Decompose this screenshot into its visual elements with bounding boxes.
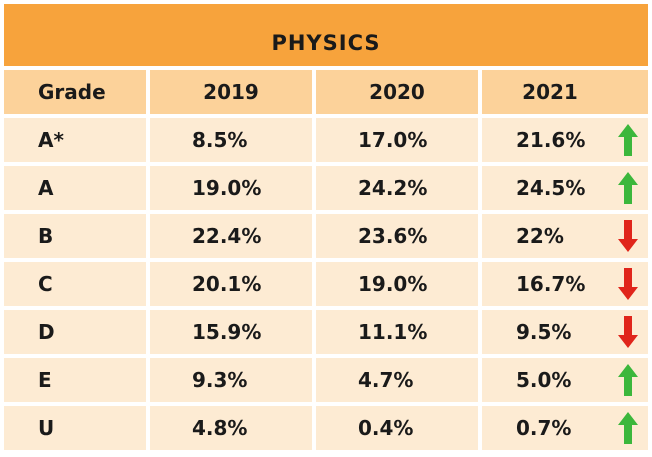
value-2020-cell-text: 0.4% xyxy=(358,416,414,440)
value-2020-cell-text: 24.2% xyxy=(358,176,428,200)
arrow-down-icon xyxy=(618,316,638,348)
arrow-down-icon xyxy=(618,220,638,252)
value-2021-cell: 22% xyxy=(482,214,648,258)
header-2020: 2020 xyxy=(316,70,478,114)
table-row: A 19.0% 24.2% 24.5% xyxy=(4,166,648,210)
value-2019-cell-text: 22.4% xyxy=(192,224,262,248)
grade-cell-text: U xyxy=(38,416,55,440)
value-2020-cell-text: 19.0% xyxy=(358,272,428,296)
arrow-up-icon xyxy=(618,124,638,156)
grade-cell-text: A xyxy=(38,176,54,200)
arrow-up-icon xyxy=(618,412,638,444)
value-2021-cell: 0.7% xyxy=(482,406,648,450)
value-2019-cell-text: 8.5% xyxy=(192,128,248,152)
value-2020-cell-text: 11.1% xyxy=(358,320,428,344)
header-2021: 2021 xyxy=(482,70,648,114)
value-2019-cell: 20.1% xyxy=(150,262,312,306)
table-row: D 15.9% 11.1% 9.5% xyxy=(4,310,648,354)
value-2021-cell-text: 9.5% xyxy=(516,320,572,344)
value-2019-cell: 19.0% xyxy=(150,166,312,210)
value-2019-cell-text: 20.1% xyxy=(192,272,262,296)
value-2020-cell-text: 17.0% xyxy=(358,128,428,152)
grade-cell: A* xyxy=(4,118,146,162)
grade-cell-text: C xyxy=(38,272,53,296)
value-2019-cell-text: 9.3% xyxy=(192,368,248,392)
value-2021-cell-text: 24.5% xyxy=(516,176,586,200)
value-2020-cell: 19.0% xyxy=(316,262,478,306)
value-2019-cell-text: 19.0% xyxy=(192,176,262,200)
grade-cell: A xyxy=(4,166,146,210)
grade-cell: D xyxy=(4,310,146,354)
value-2019-cell: 15.9% xyxy=(150,310,312,354)
arrow-up-icon xyxy=(618,364,638,396)
value-2021-cell: 24.5% xyxy=(482,166,648,210)
grade-cell-text: E xyxy=(38,368,52,392)
value-2019-cell-text: 4.8% xyxy=(192,416,248,440)
value-2021-cell: 9.5% xyxy=(482,310,648,354)
table-row: B 22.4% 23.6% 22% xyxy=(4,214,648,258)
value-2020-cell: 4.7% xyxy=(316,358,478,402)
value-2020-cell: 0.4% xyxy=(316,406,478,450)
grade-cell: U xyxy=(4,406,146,450)
value-2020-cell: 23.6% xyxy=(316,214,478,258)
table-row: U 4.8% 0.4% 0.7% xyxy=(4,406,648,450)
grade-cell-text: B xyxy=(38,224,54,248)
value-2020-cell: 24.2% xyxy=(316,166,478,210)
value-2021-cell-text: 0.7% xyxy=(516,416,572,440)
header-row: Grade 2019 2020 2021 xyxy=(4,70,648,114)
value-2019-cell: 22.4% xyxy=(150,214,312,258)
value-2020-cell-text: 4.7% xyxy=(358,368,414,392)
arrow-down-icon xyxy=(618,268,638,300)
value-2021-cell: 16.7% xyxy=(482,262,648,306)
value-2020-cell-text: 23.6% xyxy=(358,224,428,248)
value-2021-cell-text: 5.0% xyxy=(516,368,572,392)
value-2021-cell-text: 21.6% xyxy=(516,128,586,152)
value-2019-cell: 9.3% xyxy=(150,358,312,402)
table-row: C 20.1% 19.0% 16.7% xyxy=(4,262,648,306)
header-grade: Grade xyxy=(4,70,146,114)
grade-cell-text: D xyxy=(38,320,55,344)
table-row: E 9.3% 4.7% 5.0% xyxy=(4,358,648,402)
value-2021-cell: 5.0% xyxy=(482,358,648,402)
value-2019-cell-text: 15.9% xyxy=(192,320,262,344)
value-2020-cell: 11.1% xyxy=(316,310,478,354)
table-title: PHYSICS xyxy=(4,4,648,66)
table-title-text: PHYSICS xyxy=(271,31,381,55)
table-row: A* 8.5% 17.0% 21.6% xyxy=(4,118,648,162)
value-2019-cell: 4.8% xyxy=(150,406,312,450)
value-2021-cell-text: 16.7% xyxy=(516,272,586,296)
grade-cell: E xyxy=(4,358,146,402)
grade-cell: B xyxy=(4,214,146,258)
physics-grades-table: PHYSICS Grade 2019 2020 2021 A* 8.5% 17.0%… xyxy=(4,4,648,453)
value-2021-cell: 21.6% xyxy=(482,118,648,162)
value-2020-cell: 17.0% xyxy=(316,118,478,162)
value-2021-cell-text: 22% xyxy=(516,224,564,248)
grade-cell: C xyxy=(4,262,146,306)
arrow-up-icon xyxy=(618,172,638,204)
grade-cell-text: A* xyxy=(38,128,64,152)
header-2019: 2019 xyxy=(150,70,312,114)
value-2019-cell: 8.5% xyxy=(150,118,312,162)
